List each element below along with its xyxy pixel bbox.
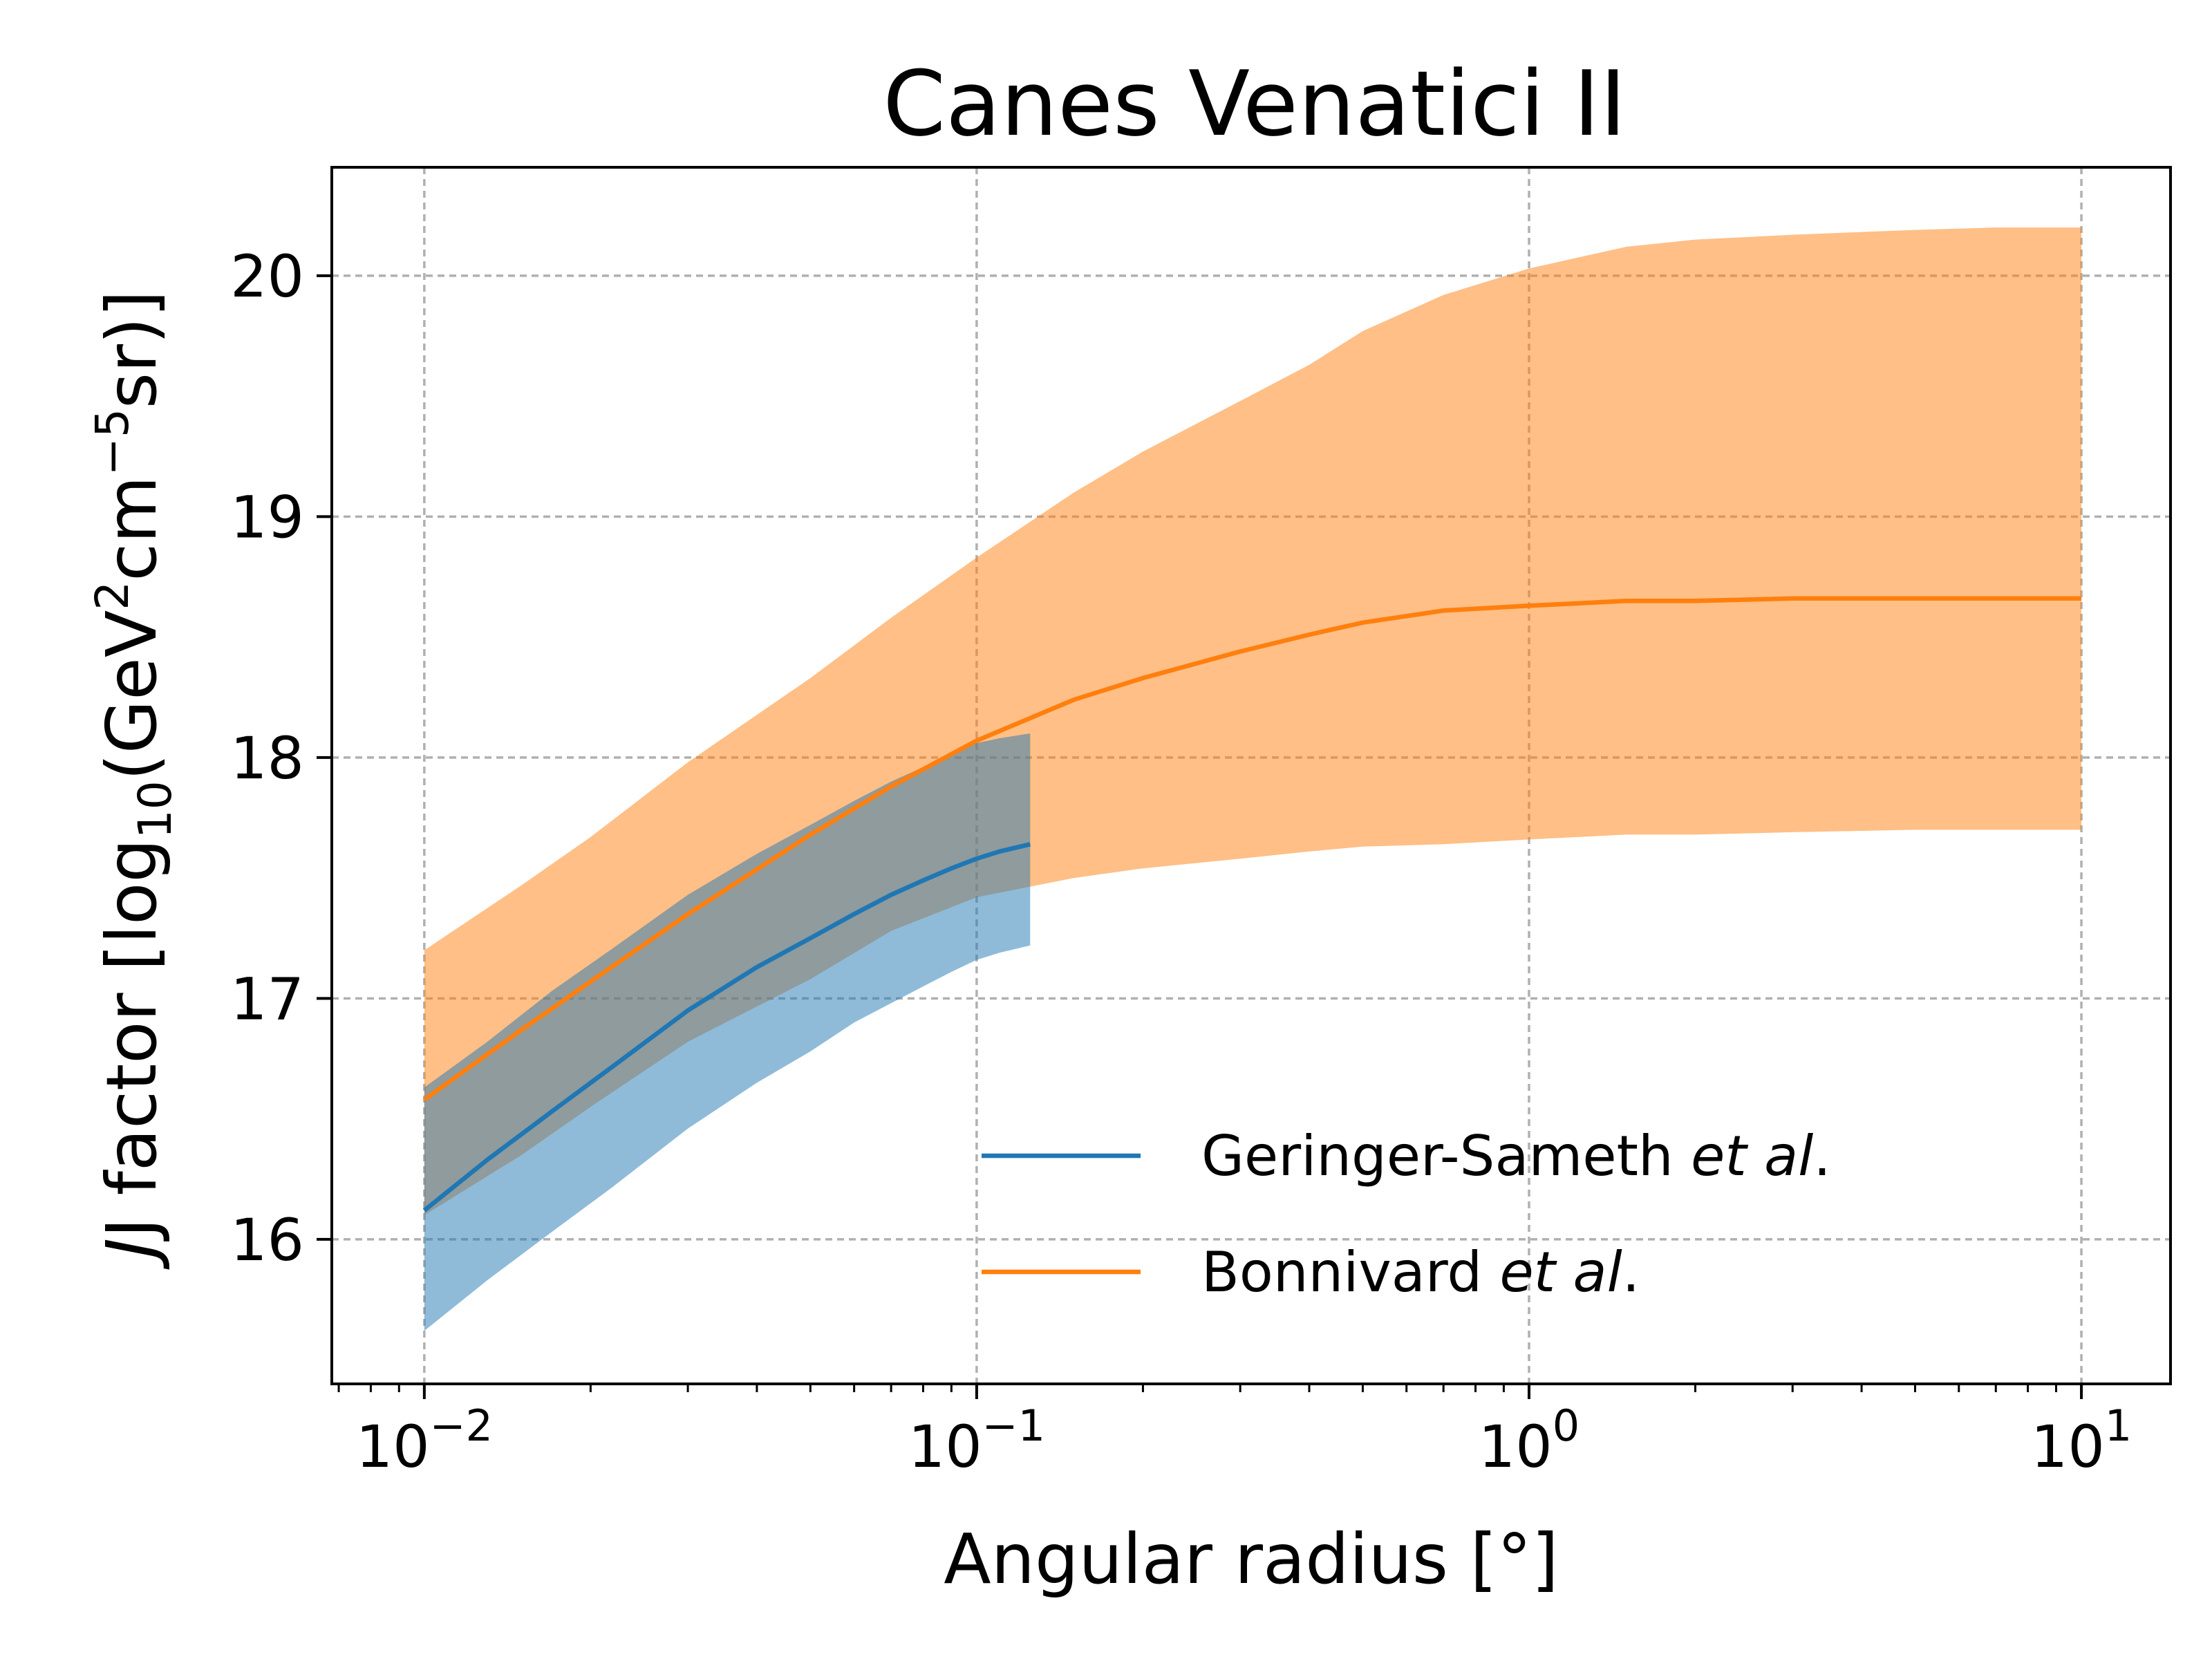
y-tick-label-2: 18 — [230, 724, 304, 792]
y-tick-label-3: 19 — [230, 483, 304, 551]
line-series-0 — [422, 842, 1031, 1212]
x-axis-ticks: 10−2 10−1 100 101 — [337, 1384, 2132, 1481]
x-tick-label-1: 10−1 — [908, 1400, 1045, 1481]
x-tick-label-3: 101 — [2031, 1400, 2132, 1481]
confidence-bands — [424, 227, 2082, 1331]
y-axis-label-mid2: cm — [91, 476, 172, 581]
y-axis-label-mid: (GeV — [91, 610, 172, 780]
chart-title: Canes Venatici II — [883, 51, 1626, 156]
series-lines — [422, 596, 2082, 1212]
y-axis-label-j: J — [91, 1238, 172, 1271]
y-tick-label-0: 16 — [230, 1206, 304, 1274]
legend: Geringer-Sameth et al. Bonnivard et al. — [982, 1124, 1831, 1304]
band-series-0 — [424, 733, 1031, 1331]
x-tick-label-0: 10−2 — [356, 1400, 493, 1481]
y-tick-label-4: 20 — [230, 243, 304, 310]
x-axis-label: Angular radius [°] — [944, 1519, 1559, 1600]
y-axis-label-main: J factor [log — [91, 838, 172, 1242]
y-axis-label-sup1: 2 — [86, 581, 139, 610]
plot-frame — [330, 166, 2172, 1385]
y-axis-label-sup2: −5 — [86, 409, 139, 476]
band-series-1 — [424, 227, 2082, 1216]
y-tick-label-1: 17 — [230, 965, 304, 1033]
legend-label-0: Geringer-Sameth et al. — [1201, 1124, 1831, 1188]
line-series-1 — [422, 596, 2082, 1102]
y-axis-label-end: sr)] — [91, 290, 172, 409]
y-axis-label: JJ factor [log10(GeV2cm−5sr)] — [86, 290, 182, 1270]
legend-label-1: Bonnivard et al. — [1201, 1240, 1640, 1304]
x-tick-label-2: 100 — [1479, 1400, 1580, 1481]
y-axis-ticks: 16 17 18 19 20 — [230, 243, 332, 1274]
y-axis-label-sub: 10 — [129, 780, 182, 838]
